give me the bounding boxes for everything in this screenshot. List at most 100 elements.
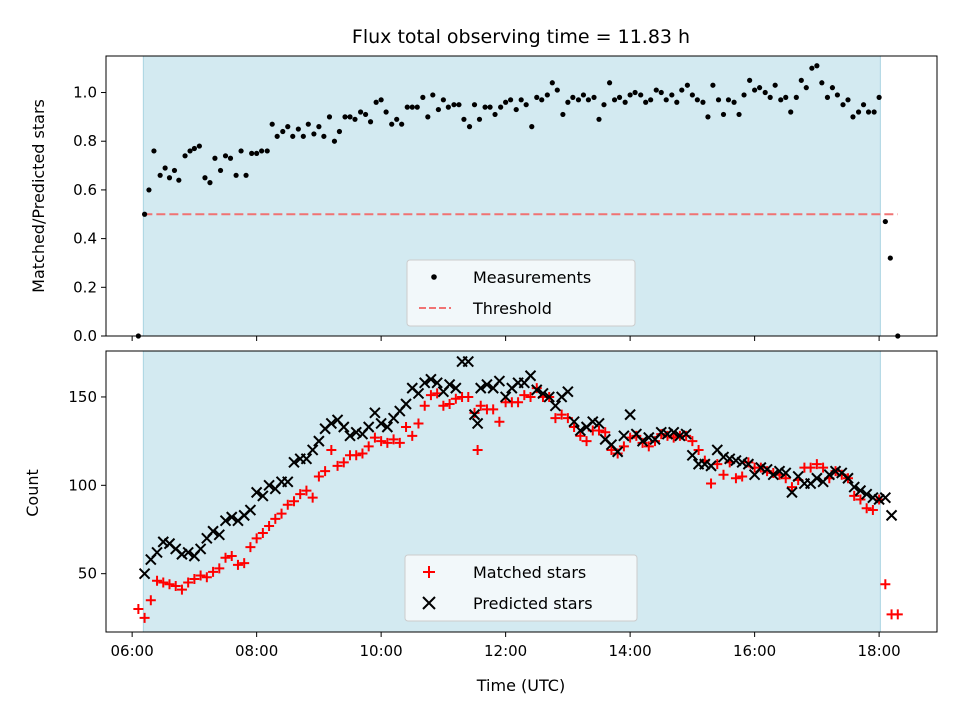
top-axes: 0.0 0.2 0.4 0.6 0.8 1.0 Matched/Predicted sta… bbox=[29, 55, 938, 345]
measurement-point bbox=[809, 65, 815, 71]
measurement-point bbox=[601, 102, 607, 108]
matched-star-point bbox=[382, 437, 393, 448]
matched-star-point bbox=[413, 418, 424, 429]
measurement-point bbox=[243, 172, 249, 178]
measurement-point bbox=[648, 97, 654, 103]
measurement-point bbox=[638, 92, 644, 98]
predicted-star-point bbox=[543, 391, 555, 403]
measurement-point bbox=[778, 97, 784, 103]
measurement-point bbox=[430, 92, 436, 98]
measurement-point bbox=[565, 99, 571, 105]
measurement-point bbox=[850, 114, 856, 120]
measurement-point bbox=[705, 114, 711, 120]
measurement-point bbox=[772, 82, 778, 88]
matched-star-point bbox=[133, 604, 144, 615]
measurement-point bbox=[855, 109, 862, 115]
matched-star-point bbox=[276, 508, 287, 519]
predicted-star-point bbox=[767, 469, 779, 481]
measurement-point bbox=[606, 80, 613, 86]
legend-measurement-marker bbox=[431, 274, 437, 280]
measurement-point bbox=[357, 109, 364, 115]
matched-star-point bbox=[706, 478, 717, 489]
matched-star-point bbox=[618, 441, 629, 452]
predicted-star-point bbox=[667, 426, 680, 439]
top-axes-frame bbox=[105, 55, 938, 337]
predicted-star-point bbox=[860, 488, 873, 500]
measurement-point bbox=[622, 99, 628, 105]
measurement-point bbox=[166, 175, 173, 181]
measurement-point bbox=[352, 116, 358, 122]
measurement-point bbox=[865, 109, 872, 115]
measurement-point bbox=[580, 92, 587, 98]
measurement-point bbox=[669, 92, 675, 98]
legend-threshold-label: Threshold bbox=[472, 299, 552, 318]
measurement-point bbox=[798, 77, 804, 83]
matched-star-point bbox=[145, 595, 156, 606]
measurement-point bbox=[445, 104, 451, 110]
measurement-point bbox=[383, 109, 389, 115]
measurement-point bbox=[560, 111, 566, 118]
measurement-point bbox=[793, 94, 799, 100]
measurement-point bbox=[860, 102, 867, 108]
matched-star-point bbox=[718, 469, 729, 480]
matched-star-point bbox=[494, 416, 505, 427]
predicted-star-point bbox=[468, 408, 481, 421]
measurement-point bbox=[414, 104, 420, 110]
measurement-point bbox=[347, 114, 353, 120]
measurement-point bbox=[259, 148, 265, 154]
matched-star-point bbox=[600, 427, 611, 438]
measurement-point bbox=[425, 114, 431, 120]
measurement-point bbox=[482, 104, 488, 110]
measurement-point bbox=[305, 121, 311, 127]
measurement-point bbox=[513, 106, 519, 113]
matched-star-point bbox=[139, 612, 150, 623]
predicted-star-point bbox=[306, 444, 319, 456]
measurement-point bbox=[876, 94, 882, 100]
measurement-point bbox=[710, 82, 716, 88]
matched-star-point bbox=[369, 432, 380, 443]
matched-star-point bbox=[338, 457, 349, 468]
top-marks bbox=[135, 63, 901, 339]
matched-star-point bbox=[469, 407, 480, 418]
bottom-ticks: 50 100 150 06:00 08:00 10:00 12:00 14:00 16:00 18… bbox=[68, 388, 900, 660]
matched-star-point bbox=[208, 566, 219, 577]
predicted-star-point bbox=[425, 373, 437, 385]
matched-star-point bbox=[419, 400, 430, 411]
matched-star-point bbox=[245, 542, 256, 553]
measurement-point bbox=[684, 82, 690, 88]
matched-star-point bbox=[189, 573, 200, 584]
measurement-point bbox=[689, 92, 695, 98]
matched-star-point bbox=[239, 558, 250, 569]
measurement-point bbox=[202, 175, 208, 181]
measurement-point bbox=[456, 102, 462, 108]
x-tick-label: 08:00 bbox=[235, 642, 278, 660]
matched-star-point bbox=[220, 552, 231, 563]
measurement-point bbox=[212, 155, 218, 161]
predicted-star-point bbox=[282, 476, 294, 488]
predicted-star-point bbox=[568, 415, 580, 428]
matched-star-point bbox=[631, 430, 642, 441]
matched-star-point bbox=[264, 520, 275, 531]
x-tick-label: 14:00 bbox=[609, 642, 652, 660]
matched-star-point bbox=[519, 390, 530, 401]
predicted-star-point bbox=[537, 387, 549, 400]
y-tick-label: 0.6 bbox=[73, 181, 97, 199]
measurement-point bbox=[741, 92, 747, 98]
measurement-point bbox=[461, 116, 467, 122]
matched-star-point bbox=[257, 528, 268, 539]
predicted-star-point bbox=[499, 391, 512, 403]
x-tick-label: 06:00 bbox=[111, 642, 154, 660]
matched-star-point bbox=[158, 577, 169, 588]
measurement-point bbox=[162, 165, 168, 171]
predicted-star-point bbox=[313, 435, 325, 447]
predicted-star-point bbox=[300, 453, 313, 465]
predicted-star-point bbox=[443, 378, 456, 391]
predicted-star-point bbox=[450, 382, 462, 394]
measurement-point bbox=[529, 124, 535, 130]
matched-star-point bbox=[643, 441, 654, 452]
matched-star-point bbox=[332, 460, 343, 471]
y-tick-label: 50 bbox=[78, 565, 97, 583]
measurement-point bbox=[523, 102, 529, 108]
measurement-point bbox=[451, 102, 457, 108]
